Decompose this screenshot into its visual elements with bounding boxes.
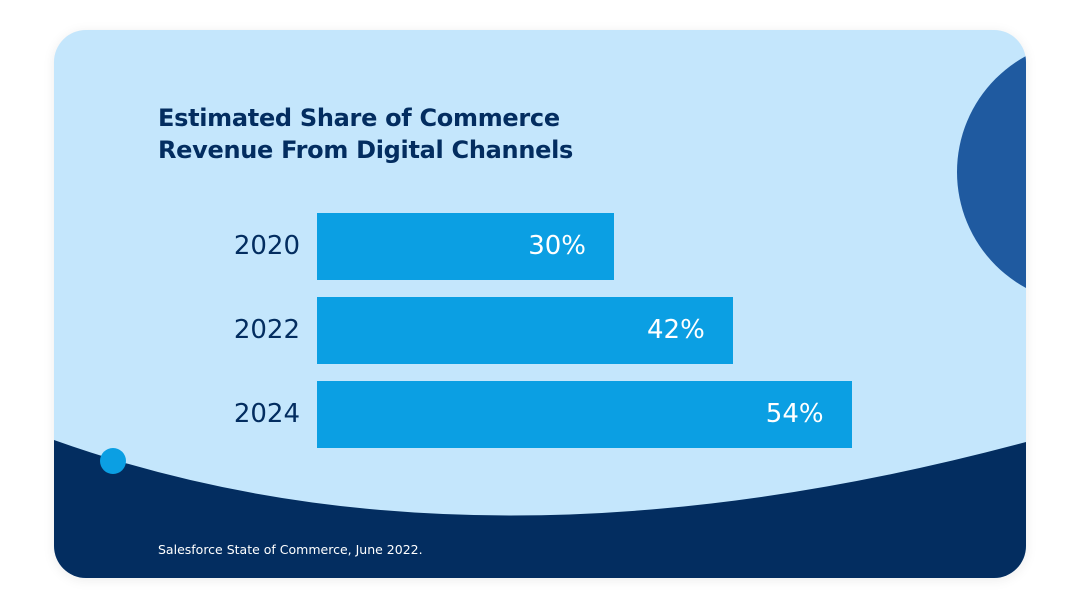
source-note: Salesforce State of Commerce, June 2022.: [158, 542, 423, 557]
decorative-dot: [100, 448, 126, 474]
data-label: 30%: [528, 231, 586, 261]
bar: 54%: [317, 381, 852, 448]
data-label: 54%: [765, 399, 824, 429]
category-label: 2022: [233, 315, 300, 345]
footer-wave: [54, 440, 1026, 578]
data-label: 42%: [647, 315, 705, 345]
chart-card: Estimated Share of Commerce Revenue From…: [54, 30, 1026, 578]
bar-row: 2024 54%: [54, 381, 1026, 448]
chart-title: Estimated Share of Commerce Revenue From…: [158, 102, 573, 166]
category-label: 2020: [233, 231, 300, 261]
bar: 42%: [317, 297, 733, 364]
chart-title-line-1: Estimated Share of Commerce: [158, 104, 560, 132]
card-background: [54, 56, 1026, 578]
bar: 30%: [317, 213, 614, 280]
bar-row: 2020 30%: [54, 213, 1026, 280]
bar-row: 2022 42%: [54, 297, 1026, 364]
category-label: 2024: [233, 399, 300, 429]
chart-title-line-2: Revenue From Digital Channels: [158, 136, 573, 164]
decorative-semicircle: [957, 56, 1026, 288]
